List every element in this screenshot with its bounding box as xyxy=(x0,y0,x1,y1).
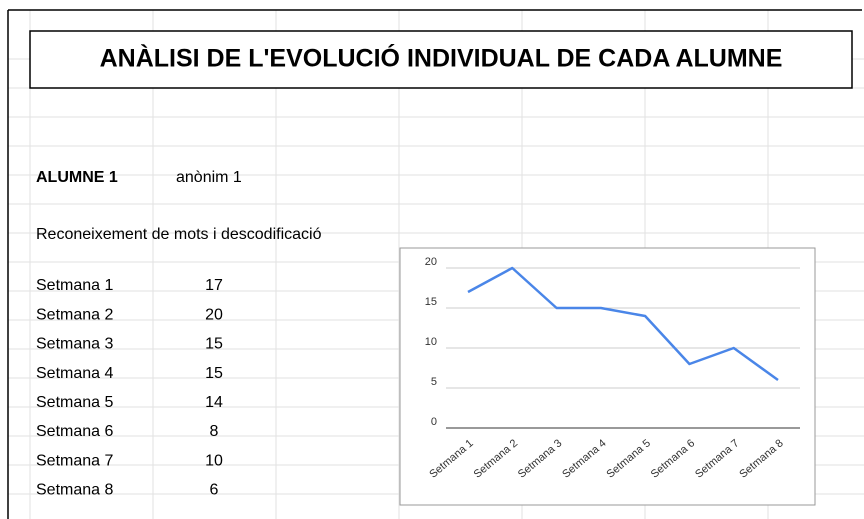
week-value: 14 xyxy=(205,394,223,411)
student-name: anònim 1 xyxy=(176,169,242,186)
week-label: Setmana 1 xyxy=(36,277,113,294)
week-label: Setmana 4 xyxy=(36,365,113,382)
week-label: Setmana 5 xyxy=(36,394,113,411)
week-label: Setmana 7 xyxy=(36,452,113,469)
week-value: 20 xyxy=(205,306,223,323)
y-tick-label: 5 xyxy=(431,376,437,388)
week-label: Setmana 8 xyxy=(36,482,113,499)
title: ANÀLISI DE L'EVOLUCIÓ INDIVIDUAL DE CADA… xyxy=(100,43,783,73)
week-value: 15 xyxy=(205,336,223,353)
y-tick-label: 10 xyxy=(425,336,437,348)
week-value: 6 xyxy=(210,482,219,499)
y-tick-label: 15 xyxy=(425,296,437,308)
line-series xyxy=(467,266,779,382)
section-title: Reconeixement de mots i descodificació xyxy=(36,226,322,243)
week-label: Setmana 2 xyxy=(36,306,113,323)
y-tick-label: 0 xyxy=(431,416,437,428)
week-value: 8 xyxy=(210,423,219,440)
week-value: 17 xyxy=(205,277,223,294)
week-label: Setmana 3 xyxy=(36,336,113,353)
student-label: ALUMNE 1 xyxy=(36,169,118,186)
y-tick-label: 20 xyxy=(425,256,437,268)
week-value: 10 xyxy=(205,452,223,469)
week-value: 15 xyxy=(205,365,223,382)
title-box xyxy=(29,30,853,89)
week-label: Setmana 6 xyxy=(36,423,113,440)
data-table: Setmana 1 17 Setmana 2 20 Setmana 3 15 Setmana… xyxy=(36,277,223,498)
